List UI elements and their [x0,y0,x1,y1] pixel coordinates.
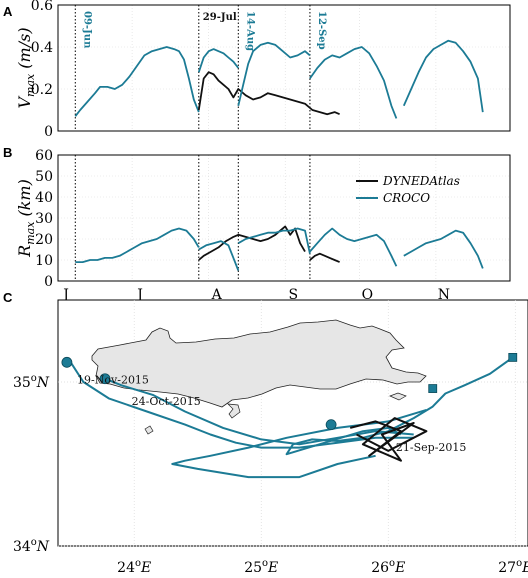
b-series-croco-5 [403,229,484,269]
map-ticks: 24oE 25oE 26oE 27oE 34oN 35oN [13,373,528,576]
map-track-croco-2 [69,361,414,449]
panel-b-legend: DYNEDAtlas CROCO [356,174,460,205]
panel-b-yticks: 0 10 20 30 40 50 60 [35,148,53,290]
a-series-croco-5 [402,39,484,113]
b-ytick-1: 10 [35,253,53,269]
b-series-croco-2 [198,240,240,271]
b-series-dynedatlas-1 [198,225,306,261]
b-ytick-0: 0 [44,274,53,290]
event-label-1: 29-Jul [203,12,237,23]
map-xtick-1: 25oE [244,558,278,576]
panel-a-ylabel: Vmax (m/s) [15,27,37,108]
map-marker-circle-0 [61,356,73,368]
month-label-4: O [362,287,373,303]
b-ytick-2: 20 [35,232,53,248]
panel-a-letter: A [3,4,13,19]
gavdos-islet [144,425,154,435]
map-xtick-0: 24oE [117,558,151,576]
a-ytick-1: 0.2 [31,82,53,98]
a-series-dynedatlas-1 [197,71,340,116]
legend-dyned-label: DYNEDAtlas [382,174,460,188]
panel-a-frame [57,4,511,132]
b-ytick-5: 50 [35,169,53,185]
month-label-5: N [438,287,450,303]
b-series-dynedatlas-2 [309,252,340,263]
islet-south [227,403,241,419]
panel-a-events: 09-Jun 29-Jul 14-Aug 12-Sep [74,5,327,131]
panel-b-ylabel: Rmax (km) [15,179,37,258]
panel-b-series [75,225,484,271]
a-ytick-2: 0.4 [31,40,53,56]
b-series-croco-1 [75,227,200,264]
b-ytick-4: 40 [35,190,53,206]
map-xtick-2: 26oE [371,558,405,576]
map-track-label-1: 24-Oct-2015 [132,395,201,408]
a-series-croco-2 [197,48,240,73]
event-label-0: 09-Jun [81,11,92,49]
map-track-label-0: 19-Nov-2015 [77,374,149,387]
map-marker-circle-2 [325,419,337,431]
map-marker-circle-1 [99,373,111,385]
legend-croco-label: CROCO [383,191,430,205]
map-tracks [69,356,514,479]
map-markers [61,352,518,431]
map-track-label-2: 21-Sep-2015 [396,441,467,454]
a-series-croco-1 [74,46,200,117]
panel-b-letter: B [3,145,12,160]
month-label-1: J [135,287,143,303]
map-ytick-0: 34oN [13,537,50,555]
b-series-croco-3 [237,227,311,254]
a-ytick-0: 0 [44,124,53,140]
islet-east [389,392,407,401]
panel-b-frame [57,154,511,282]
a-series-croco-3 [237,41,311,107]
map-xtick-3: 27oE [498,558,528,576]
a-series-croco-4 [309,46,398,119]
panel-a-series [74,39,484,119]
map-ytick-1: 35oN [13,373,50,391]
map-marker-square-4 [508,352,518,362]
b-ytick-6: 60 [35,148,53,164]
b-series-croco-4 [309,227,398,267]
month-label-0: J [61,287,69,303]
crete-island [91,319,427,408]
panel-c-letter: C [3,290,13,305]
event-label-3: 12-Sep [316,11,327,50]
event-label-2: 14-Aug [244,11,255,51]
panel-a-grid [58,4,510,132]
map-track-labels: 19-Nov-2015 24-Oct-2015 21-Sep-2015 [77,374,466,454]
map-track-croco-1 [171,408,427,479]
month-label-3: S [288,287,298,303]
map-track-dynedatlas-4 [349,417,428,462]
map-marker-square-3 [428,384,438,393]
b-ytick-3: 30 [35,211,53,227]
panel-a-yticks: 0 0.2 0.4 0.6 [31,0,53,140]
month-label-2: A [211,287,223,303]
a-ytick-3: 0.6 [31,0,53,14]
